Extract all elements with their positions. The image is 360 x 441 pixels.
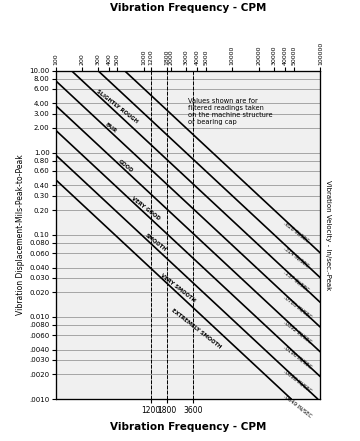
Text: VERY SMOOTH: VERY SMOOTH (159, 273, 197, 303)
Text: .0049 IN/SEC: .0049 IN/SEC (282, 393, 312, 419)
Text: .0098 IN/SEC: .0098 IN/SEC (282, 369, 312, 394)
Text: VERY GOOD: VERY GOOD (130, 196, 161, 221)
X-axis label: Vibration Frequency - CPM: Vibration Frequency - CPM (110, 422, 266, 432)
Text: SLIGHTLY ROUGH: SLIGHTLY ROUGH (95, 89, 139, 124)
Y-axis label: Vibration Displacement-Mils-Peak-to-Peak: Vibration Displacement-Mils-Peak-to-Peak (16, 154, 25, 315)
Text: .0196 IN/SEC: .0196 IN/SEC (282, 344, 312, 369)
Text: .314 IN/SEC: .314 IN/SEC (282, 245, 310, 268)
Text: Values shown are for
filtered readings taken
on the machine structure
or bearing: Values shown are for filtered readings t… (188, 98, 273, 126)
Text: .628 IN/SEC: .628 IN/SEC (282, 220, 310, 243)
Text: .0392 IN/SEC: .0392 IN/SEC (282, 319, 312, 344)
Text: GOOD: GOOD (117, 159, 134, 174)
Text: SMOOTH: SMOOTH (144, 233, 167, 253)
Y-axis label: Vibration Velocity - In/sec.-Peak: Vibration Velocity - In/sec.-Peak (325, 179, 330, 290)
Text: .157 IN/SEC: .157 IN/SEC (282, 270, 310, 293)
Text: .0785 IN/SEC: .0785 IN/SEC (282, 295, 312, 320)
X-axis label: Vibration Frequency - CPM: Vibration Frequency - CPM (110, 3, 266, 13)
Text: EXTREMELY SMOOTH: EXTREMELY SMOOTH (171, 307, 222, 349)
Text: FAIR: FAIR (104, 122, 117, 134)
